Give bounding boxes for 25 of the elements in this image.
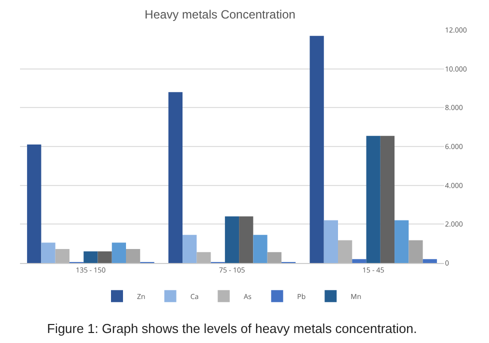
bar [380,136,395,263]
bar [324,220,338,263]
bar [408,240,423,263]
bar [338,240,352,263]
bar [267,252,282,263]
caption: Figure 1: Graph shows the levels of heavy metals concentration. [47,321,417,336]
bar [310,36,324,263]
bar [422,259,437,263]
bar [168,92,183,263]
bar [55,249,70,263]
bar [41,242,56,263]
bar [253,234,268,263]
bar [394,220,409,263]
bar [366,136,380,263]
bar [84,251,98,263]
bar [224,216,240,263]
bar [239,216,254,263]
bar [182,234,197,263]
chart-title: Heavy metals Concentration [144,8,296,22]
bar [112,242,126,263]
bar [196,252,211,263]
bar [352,259,366,263]
bar [27,144,42,263]
bar [98,251,112,263]
bar [126,249,140,263]
